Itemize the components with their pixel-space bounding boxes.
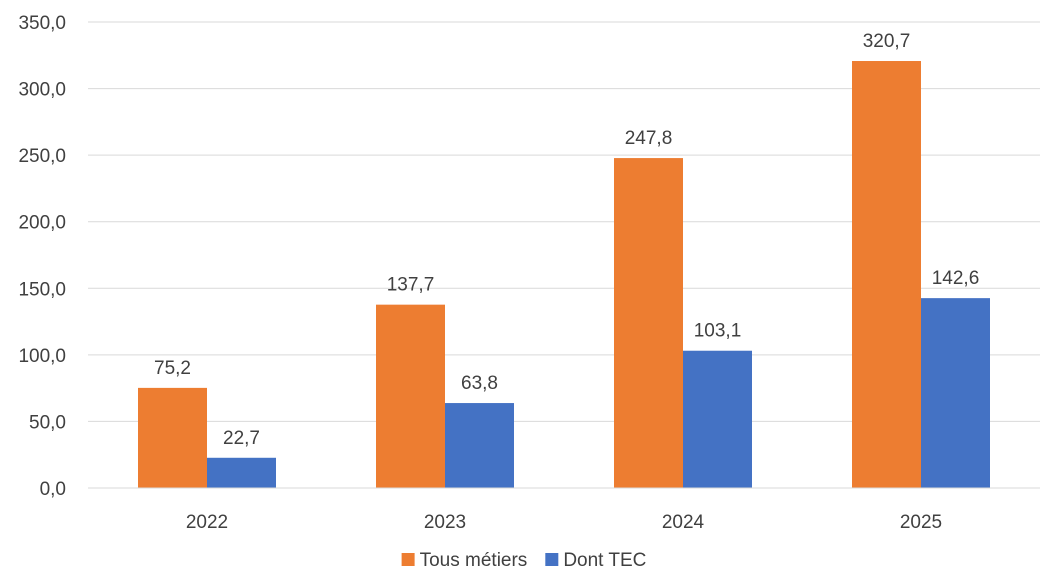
- bar-tous-metiers-2024: [614, 158, 683, 488]
- legend-swatch: [545, 553, 559, 566]
- x-tick-label: 2024: [662, 512, 705, 533]
- data-labels: 75,2 22,7 137,7 63,8 247,8 103,1 320,7 142,6: [154, 31, 979, 449]
- legend-swatch: [401, 553, 415, 566]
- bar-tous-metiers-2025: [852, 61, 921, 488]
- bar-dont-tec-2022: [207, 457, 276, 488]
- bar-dont-tec-2023: [445, 403, 514, 488]
- data-label: 63,8: [461, 373, 498, 394]
- bars: [138, 61, 990, 488]
- y-tick-label: 50,0: [29, 412, 66, 433]
- data-label: 103,1: [694, 321, 742, 342]
- bar-dont-tec-2024: [683, 350, 752, 488]
- y-tick-label: 250,0: [18, 146, 66, 167]
- data-label: 75,2: [154, 358, 191, 379]
- gridlines: [88, 21, 1040, 422]
- x-tick-label: 2022: [186, 512, 228, 533]
- legend: Tous métiers Dont TEC: [401, 550, 646, 571]
- data-label: 142,6: [932, 268, 980, 289]
- bar-dont-tec-2025: [921, 298, 990, 488]
- bar-tous-metiers-2023: [376, 304, 445, 488]
- y-tick-label: 150,0: [18, 279, 66, 300]
- data-label: 22,7: [223, 428, 260, 449]
- data-label: 247,8: [625, 128, 673, 149]
- y-tick-label: 0,0: [40, 479, 66, 500]
- data-label: 320,7: [863, 31, 911, 52]
- bar-tous-metiers-2022: [138, 387, 207, 488]
- legend-label: Tous métiers: [420, 550, 528, 571]
- y-tick-label: 100,0: [18, 346, 66, 367]
- x-tick-label: 2025: [900, 512, 942, 533]
- y-tick-label: 200,0: [18, 213, 66, 234]
- y-tick-label: 300,0: [18, 80, 66, 101]
- data-label: 137,7: [387, 275, 435, 296]
- y-axis-tick-labels: 0,0 50,0 100,0 150,0 200,0 250,0 300,0 350,0: [18, 13, 66, 500]
- x-tick-label: 2023: [424, 512, 466, 533]
- y-tick-label: 350,0: [18, 13, 66, 34]
- legend-label: Dont TEC: [563, 550, 646, 571]
- x-axis-tick-labels: 2022 2023 2024 2025: [186, 512, 942, 533]
